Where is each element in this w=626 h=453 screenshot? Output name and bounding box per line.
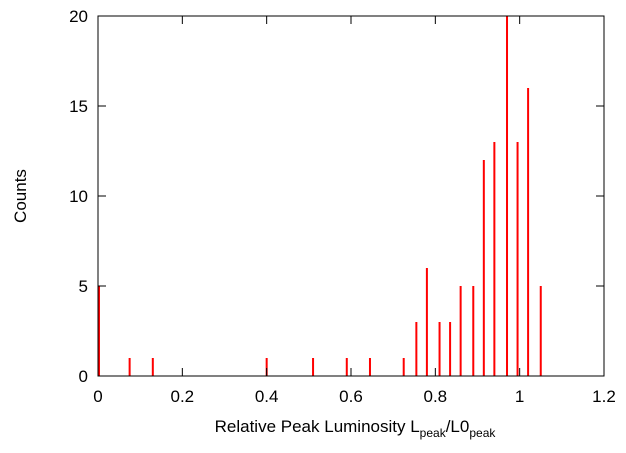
y-tick-label: 20 xyxy=(69,7,88,26)
plot-frame xyxy=(97,15,605,377)
y-tick-label: 15 xyxy=(69,97,88,116)
bars-group xyxy=(98,16,542,376)
x-tick-label: 0.4 xyxy=(255,387,279,406)
x-axis-label-slash: /L0 xyxy=(446,417,470,436)
x-axis-label: Relative Peak Luminosity Lpeak/L0peak xyxy=(215,417,497,440)
y-tick-label: 0 xyxy=(79,367,88,386)
ticks-group: 0 0.2 0.4 0.6 0.8 1 1.2 0 5 10 15 20 xyxy=(69,7,616,406)
x-tick-label: 1 xyxy=(515,387,524,406)
x-tick-label: 1.2 xyxy=(592,387,616,406)
x-tick-label: 0.8 xyxy=(424,387,448,406)
x-axis-label-sub1: peak xyxy=(420,426,447,440)
x-axis-label-main: Relative Peak Luminosity L xyxy=(215,417,420,436)
x-axis-label-sub2: peak xyxy=(469,426,496,440)
x-tick-label: 0.6 xyxy=(339,387,363,406)
x-tick-label: 0.2 xyxy=(171,387,195,406)
x-tick-label: 0 xyxy=(93,387,102,406)
y-axis-label: Counts xyxy=(11,169,30,223)
y-tick-label: 10 xyxy=(69,187,88,206)
y-tick-label: 5 xyxy=(79,277,88,296)
